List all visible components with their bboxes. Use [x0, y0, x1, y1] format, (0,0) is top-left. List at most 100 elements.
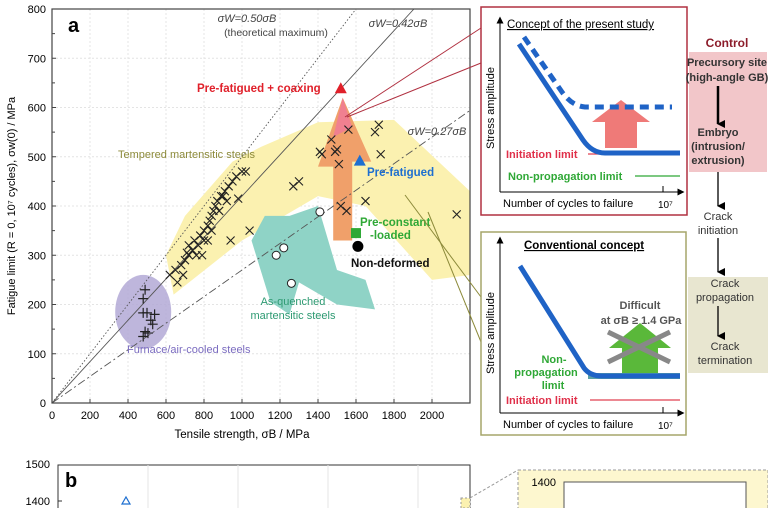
conventional-xlabel: Number of cycles to failure — [503, 419, 633, 431]
data-point-x — [173, 277, 182, 287]
flow-init-2: initiation — [698, 225, 738, 237]
data-point-x — [228, 176, 237, 186]
data-point-x — [344, 125, 353, 135]
annotation-furnace: Furnace/air-cooled steels — [127, 344, 251, 356]
data-point-circle — [279, 243, 289, 253]
data-point-x — [332, 144, 342, 154]
data-point-x — [184, 250, 194, 260]
flow-control: Control — [706, 36, 749, 50]
data-point-x — [317, 149, 327, 159]
data-point-x — [361, 196, 370, 206]
strengthening-arrow-tip — [333, 97, 353, 138]
y-tick-label: 500 — [28, 152, 46, 164]
line-label-042: σW=0.42σB — [369, 18, 428, 30]
data-point-x — [241, 167, 251, 176]
line-label-050: σW=0.50σB — [218, 13, 277, 25]
x-tick-label: 1600 — [344, 410, 368, 422]
data-point-circle — [315, 207, 325, 217]
data-point-x — [376, 149, 386, 159]
panel-label-b: b — [65, 470, 77, 492]
data-point-triangle — [334, 82, 347, 94]
panel-b-chart: 1500 1400 b 1400 — [26, 459, 768, 508]
panel-b-ytick-1400: 1400 — [26, 496, 50, 508]
increase-arrow — [592, 100, 650, 148]
conv-initiation-limit: Initiation limit — [506, 395, 578, 407]
data-point-x — [218, 191, 228, 201]
data-point-x — [233, 194, 243, 204]
flow-embryo-2: (intrusion/ — [691, 141, 745, 153]
present-nonprop-limit: Non-propagation limit — [508, 171, 623, 183]
strengthening-arrow — [318, 97, 372, 241]
x-tick-label: 200 — [81, 410, 99, 422]
x-tick-label: 400 — [119, 410, 137, 422]
present-concept-panel: Concept of the present study Stress ampl… — [480, 6, 688, 216]
panel-label-a: a — [68, 15, 80, 37]
data-point-x — [342, 206, 351, 216]
data-point-x — [294, 176, 304, 186]
annotation-prefatigued: Pre-fatigued — [367, 167, 434, 179]
present-concept-title: Concept of the present study — [507, 19, 654, 31]
flow-embryo-3: extrusion) — [691, 155, 745, 167]
x-tick-label: 0 — [49, 410, 55, 422]
data-point-plus — [142, 328, 153, 339]
conv-nonprop-2: propagation — [514, 367, 578, 379]
flow-prop-2: propagation — [696, 292, 754, 304]
data-point-x — [326, 135, 336, 144]
x-axis-label: Tensile strength, σB / MPa — [175, 429, 311, 441]
data-point-plus — [142, 307, 152, 318]
data-point-non-deformed — [352, 240, 364, 252]
y-tick-label: 400 — [28, 201, 46, 213]
reference-lines — [51, 8, 471, 404]
data-point-x — [195, 231, 205, 240]
conv-nonprop-3: limit — [542, 380, 565, 392]
x-tick-label: 2000 — [420, 410, 444, 422]
data-point-x — [226, 236, 235, 245]
conventional-concept-panel: Conventional concept Stress amplitude Nu… — [480, 231, 687, 436]
present-xtick: 10⁷ — [658, 200, 673, 211]
flow-embryo-1: Embryo — [698, 127, 739, 139]
line-label-027: σW=0.27σB — [408, 126, 467, 138]
data-point-x — [199, 226, 209, 236]
annotation-as-quenched-1: As-quenched — [261, 296, 326, 308]
data-point-plus — [145, 315, 156, 326]
as-quenched-region — [251, 206, 375, 315]
y-tick-label: 0 — [40, 398, 46, 410]
difficult-label-2: at σB ≥ 1.4 GPa — [601, 315, 683, 327]
data-point-x — [211, 201, 220, 211]
present-ylabel: Stress amplitude — [485, 67, 497, 149]
flow-term-2: termination — [698, 355, 752, 367]
data-point-x — [245, 226, 254, 236]
x-tick-label: 600 — [157, 410, 175, 422]
axes: 0 200 400 600 800 1000 1200 1400 1600 1800 2000 0 10… — [28, 4, 471, 422]
conventional-concept-title: Conventional concept — [524, 240, 644, 252]
flow-precursory-2: (high-angle GB) — [686, 72, 768, 84]
crack-flow: Control Precursory site (high-angle GB) … — [686, 36, 768, 373]
data-point-plus — [140, 284, 151, 295]
x-tick-label: 1200 — [268, 410, 292, 422]
y-tick-label: 700 — [28, 53, 46, 65]
data-point-x — [374, 120, 384, 130]
annotation-nondeformed: Non-deformed — [351, 258, 430, 270]
data-point-pre-constant — [351, 228, 361, 239]
data-point-x — [220, 186, 230, 196]
x-tick-label: 1400 — [306, 410, 330, 422]
y-tick-label: 300 — [28, 250, 46, 262]
data-point-x — [178, 270, 188, 280]
y-axis-label: Fatigue limit (R = 0, 10⁷ cycles), σw(0)… — [6, 96, 18, 315]
annotation-preconstant-1: Pre-constant — [360, 217, 430, 229]
data-point-plus — [138, 293, 149, 304]
y-tick-label: 800 — [28, 4, 46, 16]
data-point-x — [334, 159, 344, 169]
flow-prop-1: Crack — [711, 278, 740, 290]
flow-precursory-1: Precursory site — [687, 57, 767, 69]
present-xlabel: Number of cycles to failure — [503, 198, 633, 210]
x-tick-label: 1000 — [230, 410, 254, 422]
x-tick-label: 800 — [195, 410, 213, 422]
data-point-circle — [286, 278, 296, 288]
annotation-as-quenched-2: martensitic steels — [251, 310, 336, 322]
panel-b-inset-ytick: 1400 — [532, 477, 556, 489]
data-point-x — [205, 216, 215, 226]
annotation-coaxing: Pre-fatigued + coaxing — [197, 83, 321, 95]
annotation-tempered: Tempered martensitic steels — [118, 149, 255, 161]
data-point-x — [224, 181, 234, 191]
